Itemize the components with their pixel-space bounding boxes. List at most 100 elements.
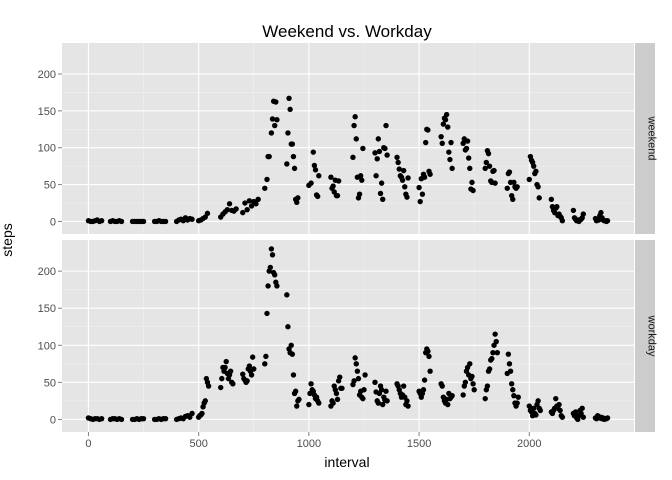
- data-point: [510, 196, 516, 203]
- data-point: [485, 150, 492, 157]
- data-point: [380, 401, 386, 408]
- data-point: [427, 171, 433, 177]
- data-point: [489, 355, 495, 362]
- data-point: [507, 368, 514, 374]
- data-point: [556, 401, 562, 408]
- data-point: [471, 387, 477, 393]
- data-point: [375, 400, 382, 406]
- data-point: [242, 200, 248, 206]
- data-point: [290, 372, 297, 378]
- panel-background-weekend: [62, 43, 634, 234]
- data-point: [402, 184, 408, 190]
- data-point: [559, 414, 566, 420]
- data-point: [312, 167, 319, 173]
- data-point: [470, 187, 476, 194]
- data-point: [359, 177, 365, 183]
- data-point: [306, 401, 312, 408]
- data-point: [445, 124, 451, 130]
- data-point: [339, 385, 345, 391]
- data-point: [248, 203, 255, 209]
- y-tick-label: 0: [50, 216, 56, 228]
- data-point: [316, 400, 322, 406]
- data-point: [268, 130, 275, 136]
- y-tick-label: 50: [44, 377, 56, 389]
- data-point: [447, 156, 453, 163]
- data-point: [356, 191, 363, 197]
- data-point: [266, 153, 272, 160]
- data-point: [553, 395, 559, 402]
- data-point: [330, 183, 336, 189]
- data-point: [372, 150, 378, 156]
- data-point: [240, 371, 246, 377]
- data-point: [514, 400, 520, 406]
- data-point: [604, 218, 611, 224]
- data-point: [316, 173, 322, 179]
- data-point: [377, 190, 384, 197]
- data-point: [514, 184, 520, 190]
- data-point: [284, 292, 290, 298]
- data-point: [378, 180, 385, 186]
- data-point: [118, 416, 125, 423]
- data-point: [486, 366, 493, 372]
- data-point: [335, 178, 342, 184]
- y-tick-label: 200: [38, 69, 56, 81]
- data-point: [372, 379, 378, 386]
- data-point: [263, 353, 269, 360]
- data-point: [465, 155, 472, 161]
- data-point: [405, 403, 411, 409]
- data-point: [140, 415, 147, 422]
- data-point: [490, 349, 496, 356]
- data-point: [311, 162, 318, 169]
- data-point: [425, 127, 431, 133]
- data-point: [446, 149, 452, 155]
- data-point: [361, 387, 367, 393]
- data-point: [537, 407, 544, 414]
- data-point: [310, 149, 316, 155]
- data-point: [286, 95, 292, 102]
- x-tick-label: 1000: [297, 438, 321, 450]
- plot-area: 0 50 100 150 200 weekend 0 50 100 150 200 workday 0 5…: [38, 43, 658, 450]
- data-point: [467, 165, 473, 172]
- data-point: [295, 195, 301, 201]
- data-point: [580, 414, 587, 420]
- facet-strip-label: weekend: [646, 115, 658, 160]
- data-point: [352, 114, 358, 120]
- data-point: [351, 122, 357, 129]
- data-point: [511, 392, 517, 399]
- data-point: [439, 383, 445, 389]
- data-point: [274, 283, 280, 289]
- data-point: [493, 338, 499, 345]
- data-point: [449, 392, 455, 399]
- data-point: [350, 154, 356, 161]
- data-point: [244, 206, 250, 213]
- facet-strip-workday: [635, 240, 655, 432]
- data-point: [533, 412, 539, 418]
- data-point: [470, 381, 476, 387]
- data-point: [224, 206, 231, 213]
- data-point: [285, 130, 291, 136]
- data-point: [246, 363, 253, 369]
- data-point: [421, 377, 428, 383]
- data-point: [535, 398, 541, 404]
- y-tick-label: 100: [38, 340, 56, 352]
- data-point: [230, 381, 236, 387]
- data-point: [580, 211, 587, 217]
- data-point: [360, 395, 366, 402]
- data-point: [296, 396, 302, 403]
- data-point: [383, 122, 389, 129]
- data-point: [508, 381, 515, 387]
- x-tick-label: 500: [189, 438, 207, 450]
- data-point: [199, 410, 205, 417]
- y-tick-label: 150: [38, 303, 56, 315]
- data-point: [274, 116, 280, 123]
- data-point: [510, 387, 516, 393]
- data-point: [314, 193, 321, 200]
- data-point: [288, 342, 294, 348]
- data-point: [226, 201, 233, 207]
- data-point: [262, 185, 268, 191]
- data-point: [416, 184, 422, 191]
- data-point: [328, 174, 334, 180]
- data-point: [535, 184, 541, 190]
- data-point: [557, 407, 563, 414]
